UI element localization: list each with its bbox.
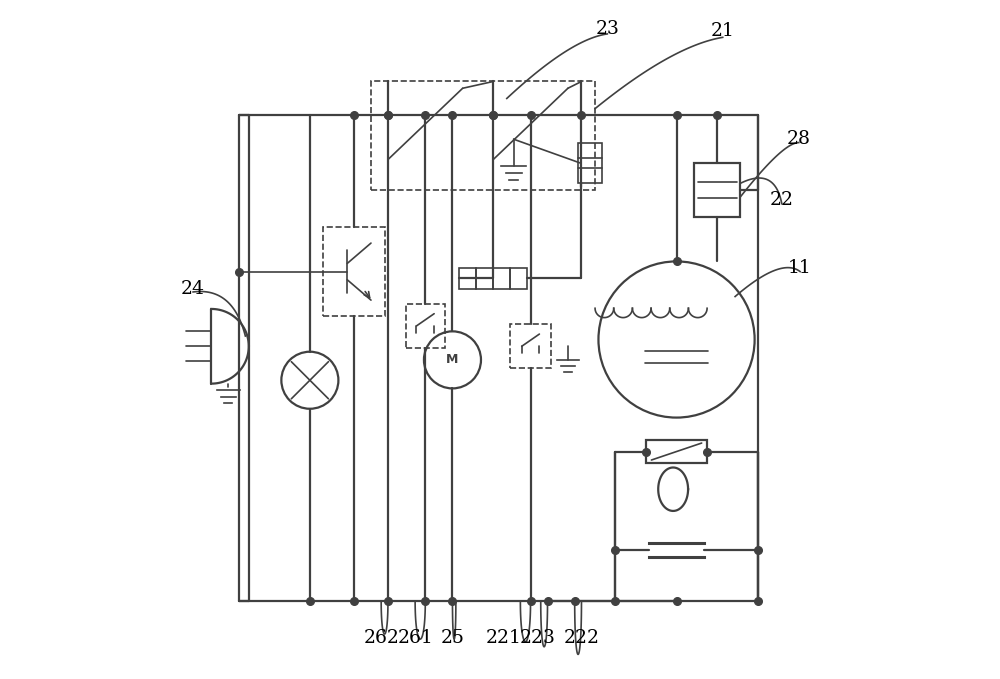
Text: 262: 262 bbox=[363, 629, 399, 647]
Bar bbox=[476, 268, 493, 289]
Bar bbox=[323, 227, 385, 316]
Bar bbox=[694, 163, 740, 217]
Text: 25: 25 bbox=[440, 629, 464, 647]
Bar bbox=[406, 304, 445, 348]
Text: 221: 221 bbox=[485, 629, 521, 647]
Text: 222: 222 bbox=[563, 629, 599, 647]
Text: 223: 223 bbox=[519, 629, 555, 647]
Text: 21: 21 bbox=[711, 22, 735, 39]
Text: 23: 23 bbox=[595, 20, 619, 37]
Bar bbox=[578, 143, 602, 183]
Text: 11: 11 bbox=[788, 259, 812, 277]
Bar bbox=[459, 268, 476, 289]
Text: M: M bbox=[446, 353, 459, 367]
Bar bbox=[493, 268, 510, 289]
Bar bbox=[510, 325, 551, 368]
Text: 261: 261 bbox=[397, 629, 433, 647]
Text: 24: 24 bbox=[181, 280, 205, 297]
Bar bbox=[371, 81, 595, 190]
Bar bbox=[646, 440, 707, 463]
Text: 22: 22 bbox=[770, 191, 794, 209]
Text: 28: 28 bbox=[787, 130, 811, 148]
Bar bbox=[510, 268, 527, 289]
